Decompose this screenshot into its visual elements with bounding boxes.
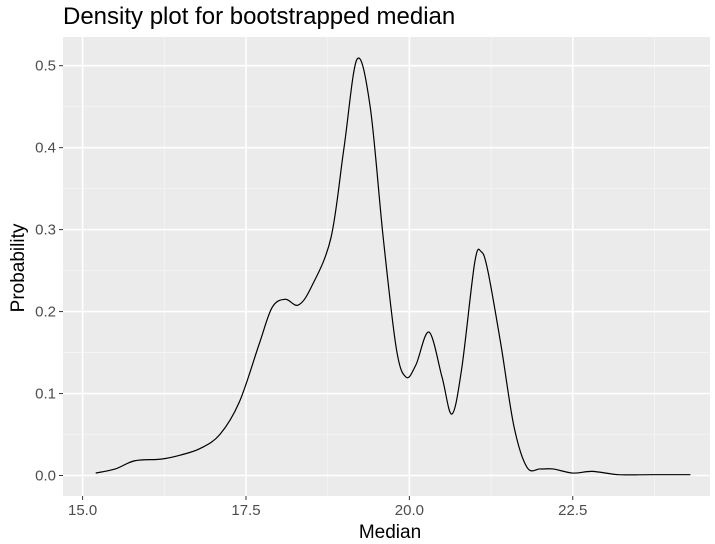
y-axis: 0.0 0.1 0.2 0.3 0.4 0.5 <box>35 58 63 485</box>
x-tick-label: 17.5 <box>231 502 260 519</box>
y-tick-label: 0.1 <box>35 386 56 403</box>
y-tick-label: 0.3 <box>35 222 56 239</box>
y-tick-label: 0.4 <box>35 140 56 157</box>
chart-title: Density plot for bootstrapped median <box>63 3 455 30</box>
y-tick-label: 0.5 <box>35 58 56 75</box>
x-tick-label: 20.0 <box>395 502 424 519</box>
x-tick-label: 15.0 <box>68 502 97 519</box>
x-axis-title: Median <box>359 522 421 543</box>
y-tick-label: 0.0 <box>35 468 56 485</box>
x-axis: 15.0 17.5 20.0 22.5 <box>68 496 587 519</box>
y-tick-label: 0.2 <box>35 304 56 321</box>
x-tick-label: 22.5 <box>558 502 587 519</box>
density-line <box>95 57 691 476</box>
y-axis-title: Probability <box>8 223 29 312</box>
grid-layer <box>63 37 710 496</box>
